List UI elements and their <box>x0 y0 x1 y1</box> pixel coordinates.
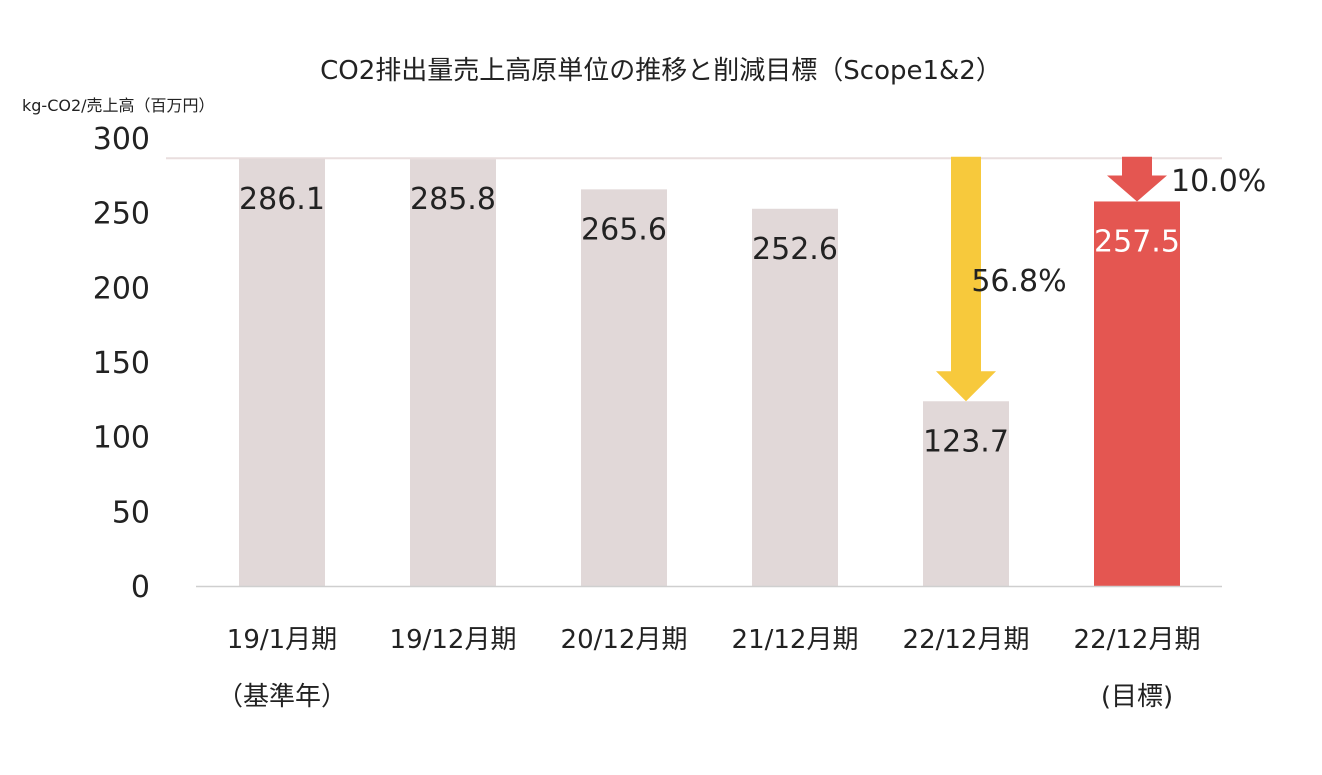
x-tick-label: 19/12月期 <box>390 625 517 655</box>
y-tick-label: 50 <box>112 495 150 530</box>
x-tick-sublabel: (目標) <box>1101 682 1173 712</box>
y-tick-label: 300 <box>93 122 150 157</box>
bar <box>581 189 667 586</box>
bar <box>923 401 1009 586</box>
x-tick-label: 20/12月期 <box>561 625 688 655</box>
bar <box>410 159 496 587</box>
data-label: 286.1 <box>239 182 325 217</box>
x-tick-label: 22/12月期 <box>903 625 1030 655</box>
data-label: 285.8 <box>410 182 496 217</box>
y-tick-label: 150 <box>93 346 150 381</box>
bar <box>1094 201 1180 586</box>
bar <box>752 208 838 586</box>
reduction-percent-label: 56.8% <box>971 264 1066 299</box>
y-tick-label: 200 <box>93 271 150 306</box>
chart-title: CO2排出量売上高原単位の推移と削減目標（Scope1&2） <box>320 56 1002 86</box>
data-label: 257.5 <box>1094 224 1180 259</box>
y-tick-label: 100 <box>93 421 150 456</box>
target-reduction-arrow <box>1107 156 1167 202</box>
x-tick-sublabel: （基準年） <box>217 682 347 712</box>
x-tick-label: 19/1月期 <box>227 625 337 655</box>
data-label: 123.7 <box>923 424 1009 459</box>
reduction-arrow <box>936 156 996 402</box>
y-tick-label: 250 <box>93 197 150 232</box>
bar <box>239 158 325 587</box>
data-label: 265.6 <box>581 212 667 247</box>
data-label: 252.6 <box>752 232 838 267</box>
x-tick-label: 21/12月期 <box>732 625 859 655</box>
y-axis-unit-label: kg-CO2/売上高（百万円） <box>22 96 215 115</box>
x-tick-label: 22/12月期 <box>1074 625 1201 655</box>
target-reduction-percent-label: 10.0% <box>1171 164 1266 199</box>
y-tick-label: 0 <box>131 570 150 605</box>
